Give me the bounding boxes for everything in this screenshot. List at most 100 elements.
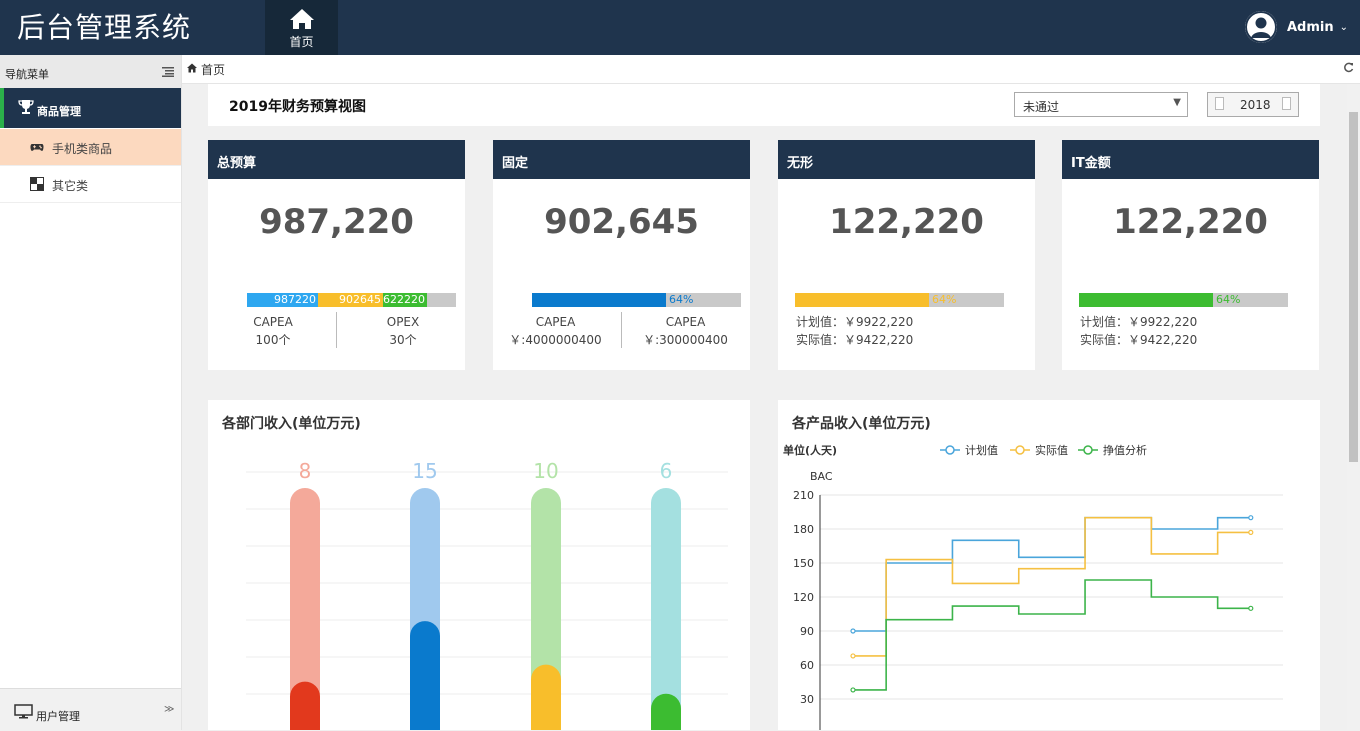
data-point (1248, 515, 1254, 521)
avatar (1244, 11, 1277, 43)
series-line (853, 516, 1251, 632)
card-it-amount: IT金额 122,220 64% 计划值：￥9922,220 实际值：￥9422… (1062, 140, 1319, 370)
y-tick-label: 90 (800, 625, 814, 638)
stat-name: CAPEA (535, 315, 576, 329)
bar-segment: 987220 (247, 293, 318, 307)
progress-fill (532, 293, 666, 307)
stat-name: CAPEA (253, 315, 293, 329)
sidebar-group-label: 商品管理 (37, 105, 81, 118)
year-next-button[interactable] (1282, 97, 1291, 110)
stat-left: CAPEA 100个 (228, 313, 318, 349)
sidebar-item-phones[interactable]: 手机类商品 (0, 129, 181, 166)
stat-right: OPEX 30个 (358, 313, 448, 349)
bar (290, 681, 320, 730)
view-bar: 2019年财务预算视图 未通过 ▼ 2018 (208, 84, 1320, 126)
plan-actual: 计划值：￥9922,220 实际值：￥9422,220 (796, 313, 913, 349)
stat-left: CAPEA ￥:4000000400 (508, 313, 603, 349)
legend-marker (1083, 445, 1093, 455)
card-title: 无形 (787, 156, 814, 171)
checker-icon (30, 177, 44, 191)
user-icon (1244, 11, 1277, 43)
data-label: 6 (660, 459, 673, 483)
y-tick-label: 30 (800, 693, 814, 706)
legend-entry: 计划值 (965, 444, 998, 457)
progress-fill (1079, 293, 1213, 307)
sidebar-item-others[interactable]: 其它类 (0, 166, 181, 203)
stat-name: OPEX (386, 315, 420, 329)
chart-title: 各部门收入(单位万元) (222, 416, 361, 432)
user-menu[interactable]: Admin ⌄ (1244, 10, 1348, 44)
product-income-chart: 单位(人天) BAC 计划值 实际值 挣值分析 30 60 90 120 150 180 210 (783, 443, 1283, 730)
sidebar-item-label: 其它类 (52, 179, 89, 193)
data-point (1248, 529, 1254, 535)
card-header: 无形 (778, 140, 1035, 179)
status-select[interactable]: 未通过 ▼ (1014, 92, 1188, 117)
card-value: 122,220 (829, 202, 984, 242)
segment-bar: 987220 902645 622220 (247, 293, 456, 307)
sidebar-group-label: 用户管理 (36, 710, 80, 723)
chevron-double-down-icon: ≫ (164, 704, 175, 715)
card-header: IT金额 (1062, 140, 1319, 179)
year-prev-button[interactable] (1215, 97, 1224, 110)
y-tick-label: 60 (800, 659, 814, 672)
refresh-icon[interactable] (1343, 62, 1354, 73)
legend-marker (945, 445, 955, 455)
legend-marker (1015, 445, 1025, 455)
data-point (850, 687, 856, 693)
card-fixed: 固定 902,645 64% CAPEA ￥:4000000400 CAPEA … (493, 140, 750, 370)
bar (651, 693, 681, 730)
breadcrumb-item[interactable]: 首页 (201, 63, 226, 77)
card-title: 固定 (502, 156, 529, 171)
year-stepper[interactable]: 2018 (1207, 92, 1299, 117)
progress-bar: 64% (532, 293, 741, 307)
y-tick-label: 180 (793, 523, 814, 536)
legend-entry: 挣值分析 (1103, 443, 1147, 457)
menu-toggle-icon[interactable] (162, 67, 174, 77)
stat-value: ￥:300000400 (643, 333, 728, 347)
sidebar-group-goods[interactable]: 商品管理 (0, 88, 181, 128)
year-value: 2018 (1240, 98, 1271, 112)
dept-income-panel: 各部门收入(单位万元) 8 15 10 6 (208, 400, 750, 730)
stat-right: CAPEA ￥:300000400 (638, 313, 733, 349)
home-icon (289, 9, 314, 29)
tab-home[interactable]: 首页 (265, 0, 338, 55)
progress-label: 64% (932, 293, 957, 306)
plan-actual: 计划值：￥9922,220 实际值：￥9422,220 (1080, 313, 1197, 349)
bar-track (290, 488, 320, 730)
legend-entry: 实际值 (1035, 443, 1068, 457)
progress-fill (795, 293, 929, 307)
top-bar (0, 0, 1360, 55)
card-value: 122,220 (1113, 202, 1268, 242)
actual-value: 实际值：￥9422,220 (1080, 333, 1198, 347)
caret-down-icon: ▼ (1173, 97, 1181, 108)
chevron-down-icon: ⌄ (1339, 21, 1348, 33)
divider (621, 312, 622, 348)
stat-value: 100个 (255, 333, 291, 347)
card-title: IT金额 (1071, 156, 1111, 171)
progress-label: 64% (1216, 293, 1241, 306)
card-total-budget: 总预算 987,220 987220 902645 622220 CAPEA 1… (208, 140, 465, 370)
sidebar-group-users[interactable]: 用户管理 ≫ (0, 688, 181, 731)
data-label: 10 (533, 459, 558, 483)
scrollbar-thumb[interactable] (1349, 112, 1358, 462)
sidebar: 导航菜单 商品管理 手机类商品 其它类 用户管理 (0, 55, 182, 731)
unit-label: 单位(人天) (783, 443, 837, 457)
sidebar-item-label: 手机类商品 (52, 142, 113, 156)
stat-value: ￥:4000000400 (509, 333, 602, 347)
bar (531, 664, 561, 730)
trophy-icon (18, 100, 34, 114)
chart-title: 各产品收入(单位万元) (792, 416, 931, 432)
card-title: 总预算 (217, 156, 257, 171)
bar (410, 621, 440, 730)
data-point (850, 628, 856, 634)
bar-segment: 622220 (383, 293, 427, 307)
plan-value: 计划值：￥9922,220 (1080, 315, 1198, 329)
y-tick-label: 210 (793, 489, 814, 502)
card-value: 987,220 (259, 202, 414, 242)
y-axis-label: BAC (810, 470, 833, 483)
y-tick-label: 150 (793, 557, 814, 570)
user-name: Admin (1286, 19, 1334, 35)
card-header: 总预算 (208, 140, 465, 179)
product-income-panel: 各产品收入(单位万元) 单位(人天) BAC 计划值 实际值 挣值分析 30 60 90 120… (778, 400, 1320, 730)
plan-value: 计划值：￥9922,220 (796, 315, 914, 329)
